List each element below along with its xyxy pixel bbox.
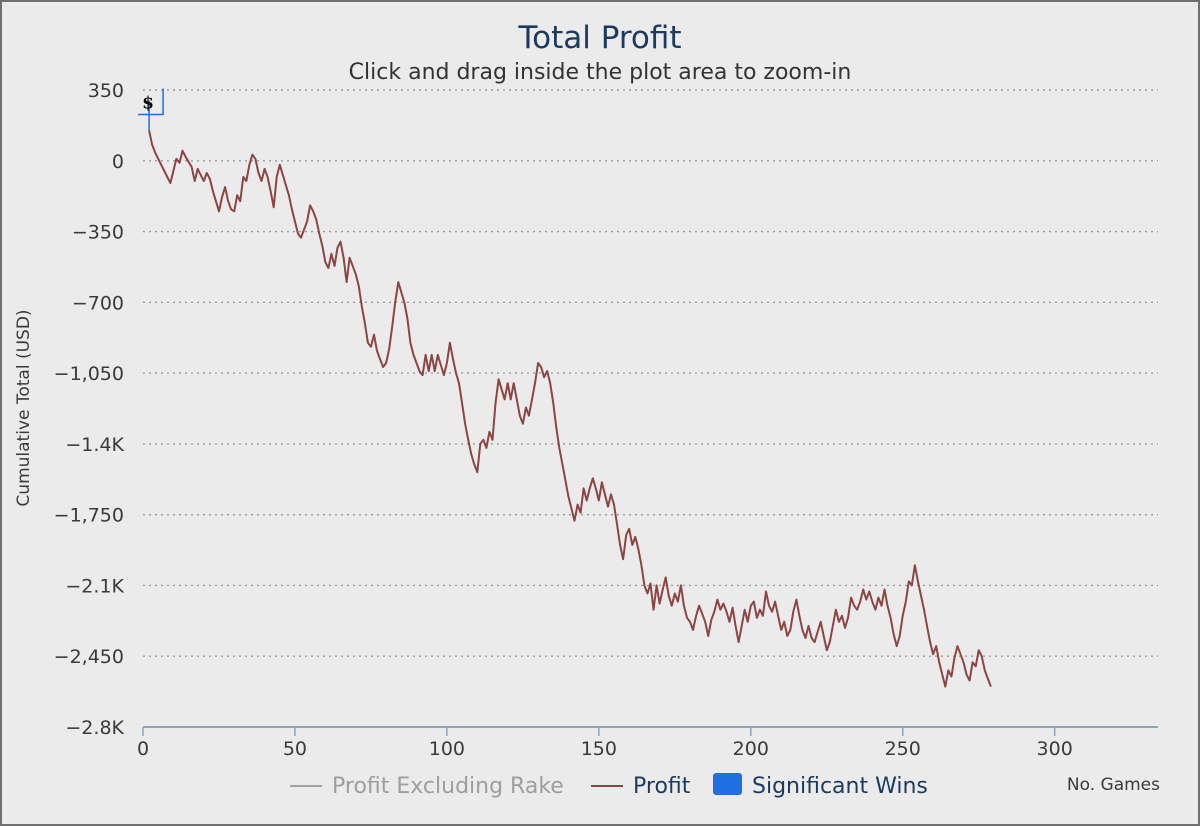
y-tick-label: −1,750 bbox=[54, 505, 124, 527]
flag-significant-win: $ bbox=[138, 88, 164, 131]
x-tick-label: 200 bbox=[733, 738, 769, 760]
y-axis-ticks: 350 0 −350 −700 −1,050 −1.4K −1,750 −2.1K −2,450… bbox=[54, 80, 125, 739]
y-tick-label: −1.4K bbox=[65, 434, 124, 456]
chart-subtitle: Click and drag inside the plot area to z… bbox=[349, 60, 852, 85]
y-tick-label: 0 bbox=[112, 151, 124, 173]
y-axis-title: Cumulative Total (USD) bbox=[14, 309, 34, 506]
series-line-profit bbox=[148, 130, 992, 688]
flags-layer[interactable]: $ bbox=[138, 88, 164, 131]
y-tick-label: −700 bbox=[72, 292, 124, 314]
y-tick-label: −1,050 bbox=[54, 363, 124, 385]
chart-title: Total Profit bbox=[517, 20, 681, 56]
legend[interactable]: Profit Excluding Rake Profit Significant W… bbox=[290, 773, 928, 799]
legend-label: Significant Wins bbox=[752, 774, 928, 799]
x-axis-title: No. Games bbox=[1067, 775, 1160, 795]
x-tick-label: 150 bbox=[581, 738, 617, 760]
legend-item[interactable]: Significant Wins bbox=[713, 773, 928, 799]
flag-label: $ bbox=[142, 93, 154, 113]
x-tick-label: 0 bbox=[137, 738, 149, 760]
x-tick-label: 100 bbox=[429, 738, 465, 760]
legend-symbol bbox=[713, 773, 742, 795]
y-tick-label: −2.1K bbox=[65, 575, 124, 597]
legend-label: Profit Excluding Rake bbox=[332, 774, 564, 799]
gridlines bbox=[143, 89, 1158, 657]
y-tick-label: −2.8K bbox=[65, 717, 124, 739]
legend-item[interactable]: Profit Excluding Rake bbox=[290, 774, 564, 799]
y-tick-label: 350 bbox=[88, 80, 124, 102]
y-tick-label: −2,450 bbox=[54, 646, 124, 668]
x-axis: 0 50 100 150 200 250 300 bbox=[137, 726, 1158, 760]
flag-box bbox=[138, 88, 164, 116]
legend-item[interactable]: Profit bbox=[591, 774, 691, 799]
series-layer bbox=[148, 130, 992, 688]
legend-label: Profit bbox=[633, 774, 691, 799]
y-tick-label: −350 bbox=[72, 222, 124, 244]
x-tick-label: 50 bbox=[283, 738, 307, 760]
x-tick-label: 250 bbox=[885, 738, 921, 760]
x-tick-label: 300 bbox=[1037, 738, 1073, 760]
